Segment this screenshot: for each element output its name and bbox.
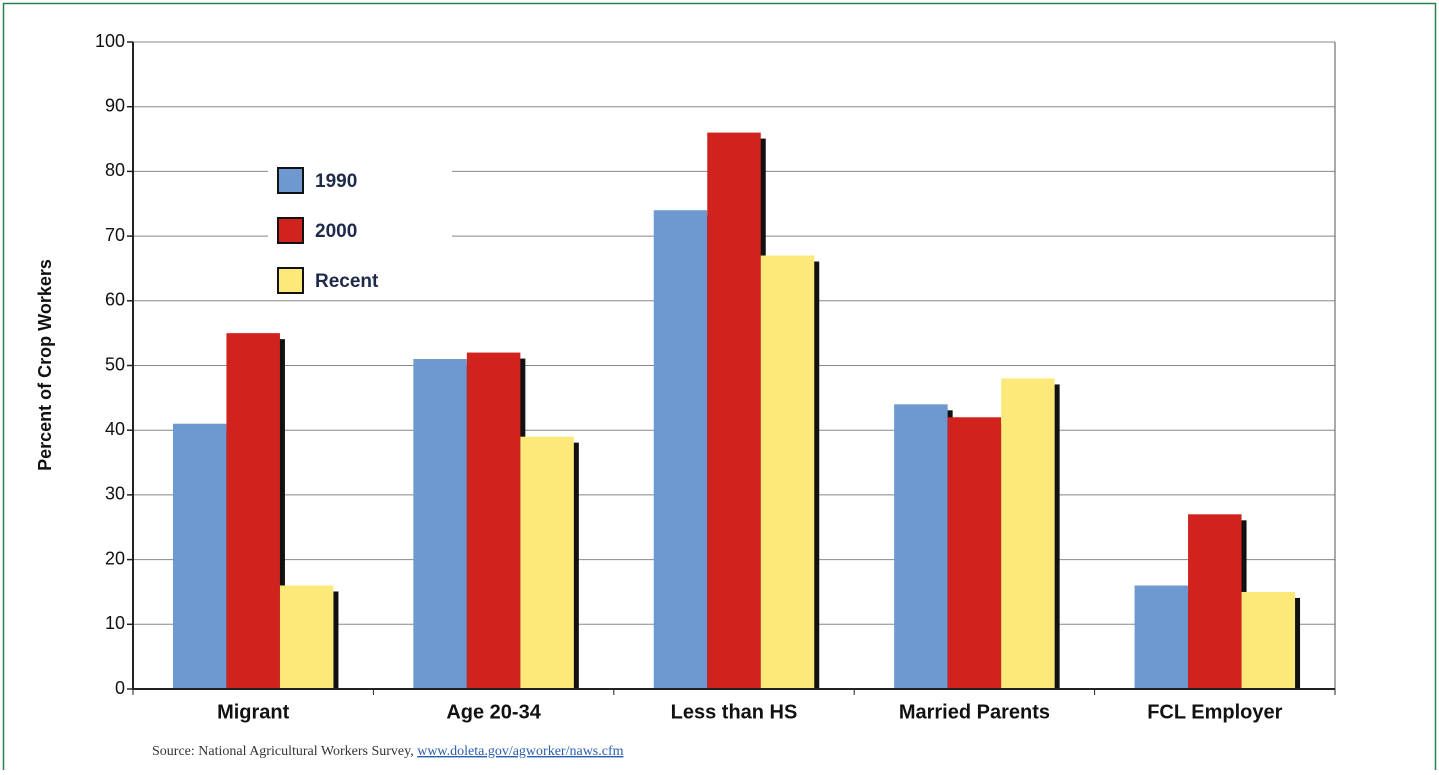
source-text: Source: National Agricultural Workers Su… [152, 744, 417, 759]
y-tick-label: 20 [105, 548, 125, 568]
y-tick-label: 50 [105, 354, 125, 374]
y-tick-label: 60 [105, 290, 125, 310]
source-link[interactable]: www.doleta.gov/agworker/naws.cfm [417, 744, 623, 759]
x-tick-label: Migrant [217, 701, 290, 723]
bar [707, 132, 761, 689]
bar [520, 436, 574, 689]
x-tick-label: Age 20-34 [446, 701, 541, 723]
bar [1188, 514, 1242, 689]
bar [279, 585, 334, 689]
y-tick-label: 0 [115, 678, 125, 698]
legend-swatch [277, 217, 304, 244]
legend-label: 2000 [315, 221, 357, 242]
legend-label: 1990 [315, 171, 357, 192]
x-tick-label: FCL Employer [1147, 701, 1282, 723]
y-tick-label: 90 [105, 95, 125, 115]
legend-swatch [277, 167, 304, 194]
bar [1241, 591, 1296, 689]
legend-label: Recent [315, 271, 379, 292]
bar [653, 210, 708, 689]
legend-swatch [277, 267, 304, 294]
bar [1001, 378, 1055, 689]
y-axis-label: Percent of Crop Workers [35, 259, 55, 471]
x-tick-label: Married Parents [899, 701, 1050, 723]
bar [947, 417, 1002, 689]
y-tick-label: 80 [105, 160, 125, 180]
y-tick-label: 40 [105, 419, 125, 439]
y-tick-label: 100 [95, 31, 125, 51]
bar [226, 333, 280, 689]
bar [172, 423, 227, 689]
y-tick-label: 10 [105, 613, 125, 633]
bar [894, 404, 948, 689]
y-tick-label: 30 [105, 484, 125, 504]
bar [413, 359, 467, 689]
bar [760, 255, 815, 689]
y-tick-label: 70 [105, 225, 125, 245]
source: Source: National Agricultural Workers Su… [152, 744, 624, 759]
bar [466, 352, 521, 689]
x-tick-label: Less than HS [671, 701, 798, 723]
bar [1134, 585, 1189, 689]
